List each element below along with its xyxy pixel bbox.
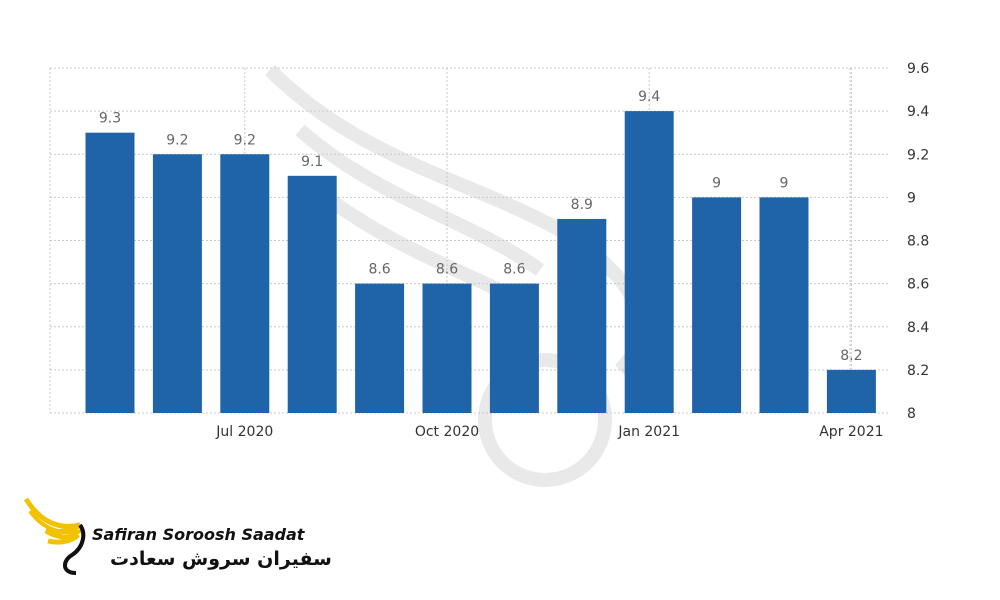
- bar: [85, 132, 135, 413]
- bar-value-label: 9.2: [234, 132, 256, 148]
- bar-value-label: 9: [780, 175, 789, 191]
- bar: [220, 154, 270, 413]
- bar: [692, 197, 742, 413]
- bar-value-label: 8.6: [436, 262, 458, 278]
- y-tick-label: 8.2: [907, 363, 929, 379]
- bars: [85, 111, 876, 413]
- bar-value-label: 8.9: [571, 197, 593, 213]
- bar: [826, 369, 876, 413]
- y-tick-label: 9: [907, 190, 916, 206]
- bar: [422, 283, 472, 413]
- y-tick-label: 8.4: [907, 320, 929, 336]
- bar-value-label: 9.3: [99, 111, 121, 127]
- bar: [287, 175, 337, 413]
- y-tick-label: 8.8: [907, 234, 929, 250]
- wing-logo-icon: [23, 497, 86, 575]
- y-axis-ticks: 8 8.2 8.4 8.6 8.8 9 9.2 9.4 9.6: [907, 61, 929, 422]
- x-tick-label: Apr 2021: [819, 424, 883, 440]
- bar: [355, 283, 405, 413]
- bar-value-label: 8.6: [503, 262, 525, 278]
- bar-value-label: 8.2: [840, 348, 862, 364]
- y-tick-label: 8: [907, 406, 916, 422]
- bar: [489, 283, 539, 413]
- bar-value-label: 9.1: [301, 154, 323, 170]
- y-tick-label: 9.2: [907, 147, 929, 163]
- y-tick-label: 9.6: [907, 61, 929, 77]
- bar: [557, 218, 607, 413]
- bar: [624, 111, 674, 413]
- bar: [759, 197, 809, 413]
- bar-value-label: 9.2: [166, 132, 188, 148]
- bar-value-label: 9: [712, 175, 721, 191]
- company-logo: Safiran Soroosh Saadat سفیران سروش سعادت: [22, 495, 332, 585]
- y-tick-label: 9.4: [907, 104, 929, 120]
- x-tick-label: Jul 2020: [215, 424, 273, 440]
- x-axis-ticks: Jul 2020 Oct 2020 Jan 2021 Apr 2021: [215, 424, 883, 440]
- logo-text-english: Safiran Soroosh Saadat: [92, 525, 305, 544]
- bar-value-label: 9.4: [638, 89, 660, 105]
- y-tick-label: 8.6: [907, 277, 929, 293]
- x-tick-label: Jan 2021: [617, 424, 680, 440]
- value-labels: 9.3 9.2 9.2 9.1 8.6 8.6 8.6 8.9 9.4 9 9 8.2: [99, 89, 863, 364]
- bar-value-label: 8.6: [368, 262, 390, 278]
- x-tick-label: Oct 2020: [415, 424, 479, 440]
- logo-text-persian: سفیران سروش سعادت: [110, 548, 332, 570]
- bar: [152, 154, 202, 413]
